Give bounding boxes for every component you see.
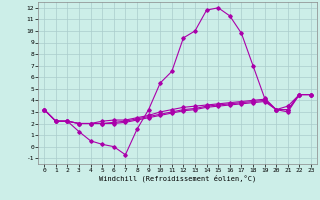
X-axis label: Windchill (Refroidissement éolien,°C): Windchill (Refroidissement éolien,°C) bbox=[99, 175, 256, 182]
